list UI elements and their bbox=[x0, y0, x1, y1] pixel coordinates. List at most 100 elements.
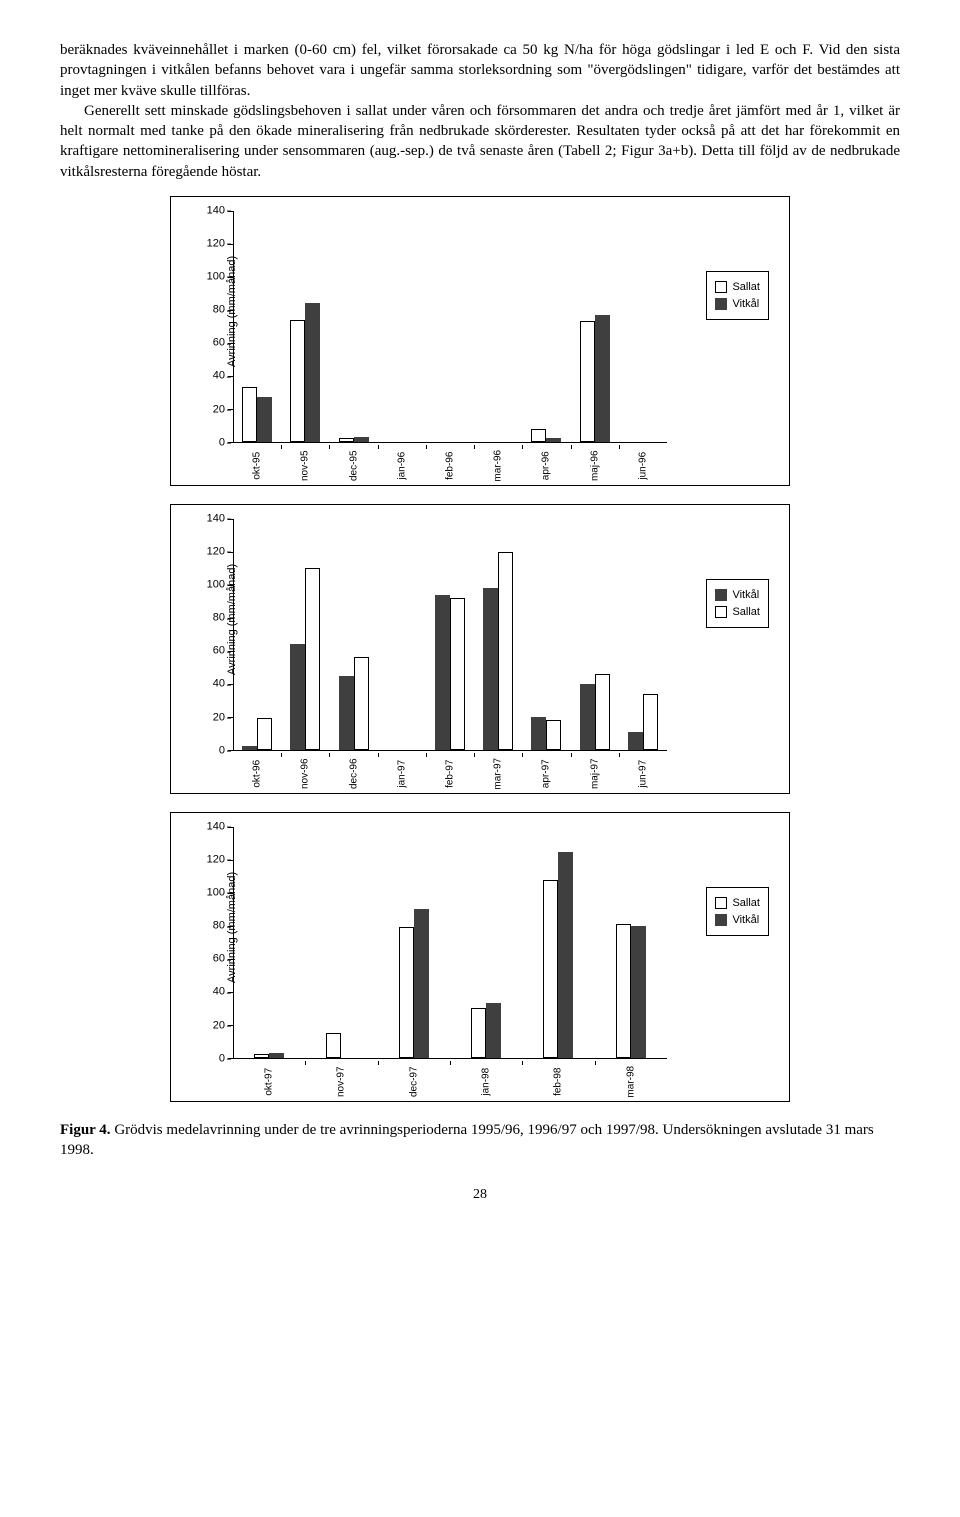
bar bbox=[483, 588, 498, 750]
bar-group bbox=[239, 827, 299, 1058]
y-tick-label: 140 bbox=[191, 819, 225, 834]
y-tick-label: 0 bbox=[191, 743, 225, 758]
y-tick-label: 40 bbox=[191, 985, 225, 1000]
legend-label: Sallat bbox=[732, 280, 760, 295]
bar-group bbox=[528, 827, 588, 1058]
swatch-outline-icon bbox=[715, 281, 727, 293]
bar bbox=[531, 717, 546, 750]
x-tick-label: okt-95 bbox=[233, 445, 281, 479]
legend-item: Sallat bbox=[715, 280, 760, 295]
legend-item: Vitkål bbox=[715, 297, 760, 312]
caption-text: Grödvis medelavrinning under de tre avri… bbox=[60, 1122, 874, 1158]
figure-label: Figur 4. bbox=[60, 1122, 111, 1138]
swatch-outline-icon bbox=[715, 897, 727, 909]
y-tick-label: 120 bbox=[191, 852, 225, 867]
bar bbox=[486, 1003, 501, 1057]
bar bbox=[414, 909, 429, 1058]
x-tick-label: jan-96 bbox=[378, 445, 426, 479]
bar-group bbox=[287, 211, 323, 442]
bar bbox=[354, 437, 369, 442]
x-tick-label: mar-96 bbox=[474, 445, 522, 479]
legend-label: Vitkål bbox=[732, 913, 759, 928]
plot-area bbox=[233, 827, 667, 1059]
x-tick-label: okt-96 bbox=[233, 753, 281, 787]
bar-group bbox=[239, 211, 275, 442]
bar bbox=[595, 315, 610, 442]
legend: Sallat Vitkål bbox=[706, 271, 769, 321]
x-tick-label: mar-97 bbox=[474, 753, 522, 787]
y-tick-label: 0 bbox=[191, 1051, 225, 1066]
y-tick-label: 120 bbox=[191, 236, 225, 251]
x-tick-label: dec-95 bbox=[329, 445, 377, 479]
x-tick-label: jun-96 bbox=[619, 445, 667, 479]
y-axis: Avrinning (mm/månad)020406080100120140 bbox=[183, 211, 227, 443]
y-tick-label: 120 bbox=[191, 544, 225, 559]
legend-label: Vitkål bbox=[732, 297, 759, 312]
x-tick-label: okt-97 bbox=[233, 1061, 305, 1095]
x-tick-label: apr-97 bbox=[522, 753, 570, 787]
y-tick-label: 100 bbox=[191, 270, 225, 285]
bar-group bbox=[456, 827, 516, 1058]
bar bbox=[305, 303, 320, 442]
bar bbox=[580, 684, 595, 750]
legend-item: Vitkål bbox=[715, 913, 760, 928]
plot-area bbox=[233, 211, 667, 443]
swatch-outline-icon bbox=[715, 606, 727, 618]
y-tick-label: 40 bbox=[191, 369, 225, 384]
y-tick-label: 60 bbox=[191, 952, 225, 967]
bar bbox=[435, 595, 450, 750]
x-tick-label: maj-96 bbox=[571, 445, 619, 479]
bar bbox=[546, 438, 561, 441]
body-paragraph-2: Generellt sett minskade gödslingsbehoven… bbox=[60, 101, 900, 182]
x-tick-label: feb-97 bbox=[426, 753, 474, 787]
x-tick-label: feb-98 bbox=[522, 1061, 594, 1095]
bar bbox=[531, 429, 546, 442]
y-tick-label: 60 bbox=[191, 644, 225, 659]
x-tick-label: nov-96 bbox=[281, 753, 329, 787]
x-tick-label: jan-98 bbox=[450, 1061, 522, 1095]
y-tick-label: 20 bbox=[191, 1018, 225, 1033]
legend: Vitkål Sallat bbox=[706, 579, 769, 629]
page-number: 28 bbox=[60, 1186, 900, 1205]
x-axis: okt-95nov-95dec-95jan-96feb-96mar-96apr-… bbox=[233, 445, 667, 479]
bar bbox=[546, 720, 561, 750]
legend: Sallat Vitkål bbox=[706, 887, 769, 937]
y-tick-label: 20 bbox=[191, 710, 225, 725]
x-tick-label: dec-97 bbox=[378, 1061, 450, 1095]
x-tick-label: nov-97 bbox=[305, 1061, 377, 1095]
y-tick-label: 80 bbox=[191, 919, 225, 934]
bar bbox=[631, 926, 646, 1058]
x-tick-label: nov-95 bbox=[281, 445, 329, 479]
y-axis: Avrinning (mm/månad)020406080100120140 bbox=[183, 827, 227, 1059]
x-tick-label: maj-97 bbox=[571, 753, 619, 787]
bar bbox=[254, 1054, 269, 1057]
y-tick-label: 0 bbox=[191, 435, 225, 450]
bar-group bbox=[432, 519, 468, 750]
legend-item: Vitkål bbox=[715, 588, 760, 603]
y-tick-label: 140 bbox=[191, 203, 225, 218]
y-axis: Avrinning (mm/månad)020406080100120140 bbox=[183, 519, 227, 751]
y-tick-label: 80 bbox=[191, 303, 225, 318]
bars-area bbox=[233, 827, 667, 1058]
x-tick-label: mar-98 bbox=[595, 1061, 667, 1095]
y-tick-label: 140 bbox=[191, 511, 225, 526]
chart-1995-96: Avrinning (mm/månad)020406080100120140ok… bbox=[170, 196, 790, 486]
plot-area bbox=[233, 519, 667, 751]
body-paragraph-1: beräknades kväveinnehållet i marken (0-6… bbox=[60, 40, 900, 101]
bar-group bbox=[384, 827, 444, 1058]
bar-group bbox=[287, 519, 323, 750]
bar-group bbox=[335, 519, 371, 750]
bar bbox=[242, 746, 257, 749]
legend-label: Sallat bbox=[732, 605, 760, 620]
chart-1997-98: Avrinning (mm/månad)020406080100120140ok… bbox=[170, 812, 790, 1102]
bar bbox=[305, 568, 320, 750]
bar bbox=[643, 694, 658, 750]
bar-group bbox=[528, 519, 564, 750]
bar bbox=[471, 1008, 486, 1058]
legend-label: Sallat bbox=[732, 896, 760, 911]
legend-item: Sallat bbox=[715, 896, 760, 911]
y-tick-label: 100 bbox=[191, 578, 225, 593]
bar bbox=[354, 657, 369, 749]
bar bbox=[269, 1053, 284, 1058]
bar bbox=[242, 387, 257, 441]
